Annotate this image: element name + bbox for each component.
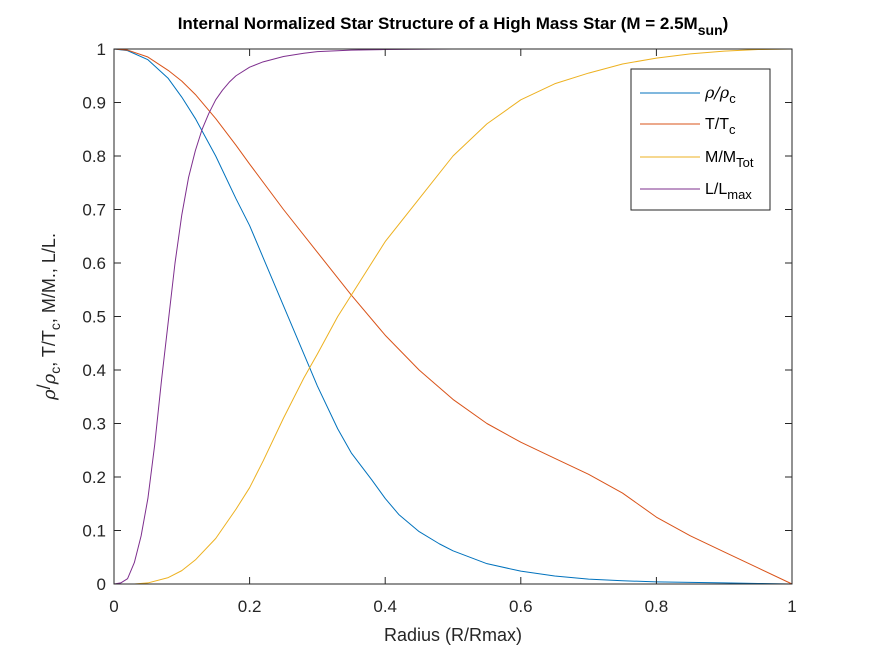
y-label-mass: , M/M <box>39 278 59 323</box>
legend-temperature-sub: c <box>729 122 736 137</box>
y-label-temp: , T/T <box>39 330 59 367</box>
x-tick-label-4: 0.8 <box>645 597 669 616</box>
y-tick-label-2: 0.2 <box>82 468 106 487</box>
x-tick-label-2: 0.4 <box>373 597 397 616</box>
x-tick-label-3: 0.6 <box>509 597 533 616</box>
y-label-rho: ρ <box>39 389 60 401</box>
legend-luminosity-sub: max <box>727 187 752 202</box>
y-tick-label-0: 0 <box>97 575 106 594</box>
ticks-layer: 0 0.2 0.4 0.6 0.8 1 0 0.1 0.2 0.3 0.4 0.5 0.6 0.7 0.8 0… <box>82 40 796 616</box>
series-line-luminosity <box>113 48 792 585</box>
y-label-sub-c: c <box>47 367 63 374</box>
series-line-density <box>113 48 793 585</box>
legend-mass-base: M/M <box>705 149 736 166</box>
chart-title-close: ) <box>723 14 729 33</box>
x-axis-label: Radius (R/Rmax) <box>384 625 522 645</box>
legend: ρ/ρc T/Tc M/MTot L/Lmax <box>630 68 771 211</box>
y-tick-label-1: 0.1 <box>82 522 106 541</box>
legend-label-temperature: T/Tc <box>705 116 736 137</box>
x-tick-label-1: 0.2 <box>238 597 262 616</box>
x-tick-label-0: 0 <box>109 597 118 616</box>
legend-label-luminosity: L/Lmax <box>705 181 752 202</box>
series-layer <box>113 48 793 585</box>
x-tick-label-5: 1 <box>787 597 796 616</box>
y-tick-label-9: 0.9 <box>82 94 106 113</box>
y-tick-label-10: 1 <box>97 40 106 59</box>
legend-temperature-base: T/T <box>705 116 729 133</box>
legend-density-base: ρ/ρ <box>704 83 730 102</box>
y-axis-label: ρ/ρc, T/Tc, M/M., L/L. <box>34 233 63 401</box>
series-line-mass <box>114 48 793 585</box>
legend-density-sub: c <box>729 91 736 106</box>
y-label-lum: ., L/L. <box>39 233 59 278</box>
y-tick-label-5: 0.5 <box>82 308 106 327</box>
legend-label-mass: M/MTot <box>705 149 754 170</box>
chart-title-subscript: sun <box>698 22 723 38</box>
legend-label-density: ρ/ρc <box>704 83 736 106</box>
legend-mass-sub: Tot <box>736 155 754 170</box>
y-label-slash: / <box>34 384 54 389</box>
y-tick-label-6: 0.6 <box>82 254 106 273</box>
y-label-sub-c-2: c <box>47 323 63 330</box>
legend-luminosity-base: L/L <box>705 181 727 198</box>
y-label-rho-c: ρ <box>39 373 60 385</box>
y-tick-label-4: 0.4 <box>82 361 106 380</box>
series-line-temperature <box>113 48 793 585</box>
chart-title-main: Internal Normalized Star Structure of a … <box>178 14 698 33</box>
y-tick-label-8: 0.8 <box>82 147 106 166</box>
y-tick-label-3: 0.3 <box>82 415 106 434</box>
y-tick-label-7: 0.7 <box>82 201 106 220</box>
chart-title: Internal Normalized Star Structure of a … <box>178 14 729 38</box>
